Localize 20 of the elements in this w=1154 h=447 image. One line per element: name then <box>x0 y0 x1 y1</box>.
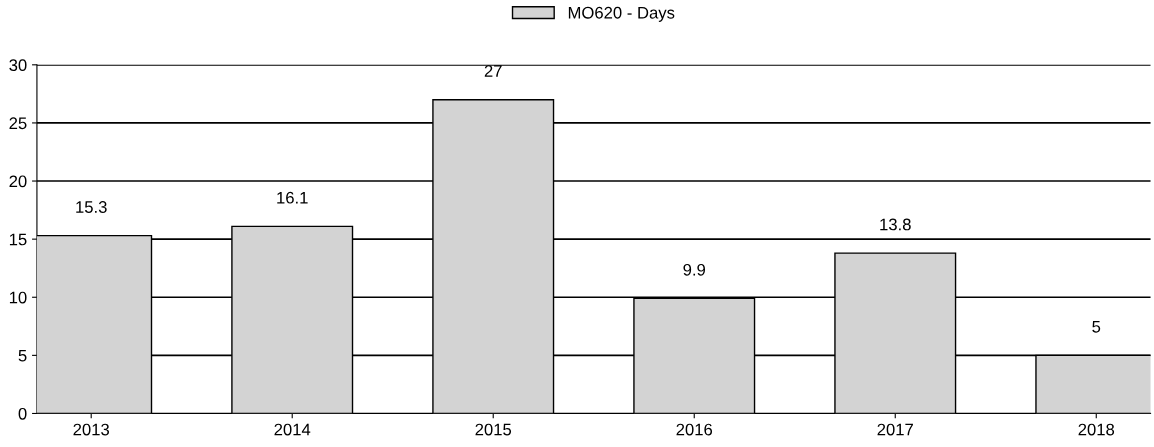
data-label: 27 <box>484 65 502 77</box>
y-tick-label: 20 <box>9 175 27 188</box>
data-label: 16.1 <box>277 191 308 204</box>
legend-label: MO620 - Days <box>568 6 675 22</box>
data-label: 9.9 <box>683 263 706 276</box>
x-tick-label: 2013 <box>73 423 110 436</box>
x-tick-label: 2015 <box>475 423 512 436</box>
y-tick-label: 10 <box>9 291 27 304</box>
x-tick-label: 2017 <box>877 423 913 436</box>
x-tick-label: 2018 <box>1078 423 1115 436</box>
y-tick-label: 30 <box>9 59 27 72</box>
y-tick-label: 25 <box>9 117 27 130</box>
y-tick-label: 5 <box>18 349 27 362</box>
x-tick-label: 2014 <box>274 423 311 436</box>
data-label: 13.8 <box>880 218 911 231</box>
data-label: 15.3 <box>76 201 107 213</box>
data-label: 5 <box>1092 321 1101 333</box>
x-tick-label: 2016 <box>676 423 713 436</box>
y-tick-label: 15 <box>9 233 27 246</box>
y-tick-label: 0 <box>18 407 27 420</box>
